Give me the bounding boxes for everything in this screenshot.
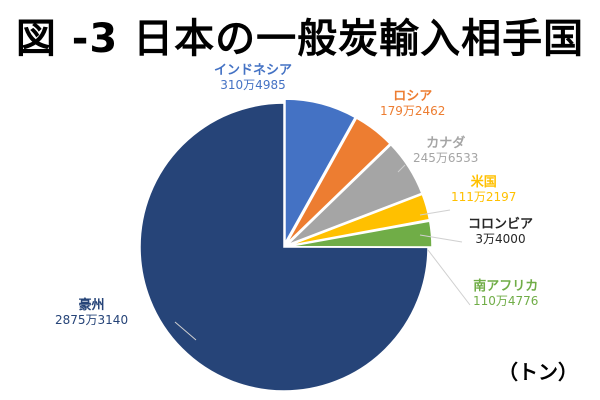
label-south-africa: 南アフリカ 110万4776 — [473, 279, 539, 309]
slice-value: 179万2462 — [380, 104, 446, 118]
slice-name: ロシア — [393, 89, 433, 104]
label-australia: 豪州 2875万3140 — [55, 298, 129, 328]
slice-name: 豪州 — [78, 298, 105, 313]
slice-value: 3万4000 — [475, 232, 526, 246]
leader-line — [174, 321, 197, 341]
slice-name: インドネシア — [214, 63, 293, 78]
label-colombia: コロンビア 3万4000 — [468, 217, 534, 247]
pie-slice-1 — [285, 117, 392, 245]
label-canada: カナダ 245万6533 — [413, 136, 479, 166]
pie-slice-0 — [284, 98, 357, 247]
slice-value: 310万4985 — [220, 78, 286, 92]
slice-value: 2875万3140 — [55, 313, 129, 327]
leader-line — [419, 234, 463, 243]
chart-title: 図 -3 日本の一般炭輸入相手国 — [15, 16, 585, 62]
slice-name: 米国 — [470, 175, 497, 190]
leader-line — [397, 164, 406, 173]
leader-line — [419, 209, 451, 216]
slice-value: 245万6533 — [413, 151, 479, 165]
pie-slice-2 — [286, 143, 423, 246]
slice-value: 110万4776 — [473, 294, 539, 308]
slice-value: 111万2197 — [451, 190, 517, 204]
slice-name: 南アフリカ — [473, 279, 539, 294]
label-indonesia: インドネシア 310万4985 — [214, 63, 293, 93]
slice-name: カナダ — [426, 136, 466, 151]
slice-name: コロンビア — [468, 217, 534, 232]
leader-line — [427, 249, 471, 306]
pie-slice-6 — [139, 102, 429, 392]
label-us: 米国 111万2197 — [451, 175, 517, 205]
unit-label: （トン） — [498, 360, 578, 384]
label-russia: ロシア 179万2462 — [380, 89, 446, 119]
pie-slice-5 — [287, 220, 433, 248]
